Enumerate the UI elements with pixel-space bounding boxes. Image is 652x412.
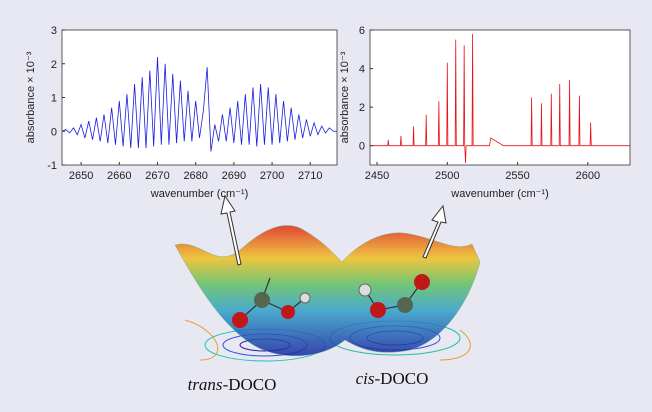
x-tick-label: 2450 bbox=[365, 170, 389, 182]
trans-label: trans-DOCO bbox=[188, 375, 277, 394]
label-italic: trans bbox=[188, 375, 223, 394]
y-tick-label: 0 bbox=[359, 141, 365, 153]
x-tick-label: 2710 bbox=[298, 170, 322, 182]
x-axis-label: wavenumber (cm⁻¹) bbox=[450, 188, 549, 200]
x-tick-label: 2680 bbox=[183, 170, 207, 182]
spectrum-line bbox=[370, 33, 630, 164]
x-tick-label: 2550 bbox=[505, 170, 529, 182]
label-rest: -DOCO bbox=[375, 369, 429, 388]
y-tick-label: 4 bbox=[359, 64, 365, 76]
y-tick-label: -1 bbox=[47, 160, 57, 172]
y-tick-label: 0 bbox=[51, 126, 57, 138]
label-rest: -DOCO bbox=[223, 375, 277, 394]
label-italic: cis bbox=[356, 369, 375, 388]
x-axis-label: wavenumber (cm⁻¹) bbox=[150, 188, 249, 200]
cis-label: cis-DOCO bbox=[356, 369, 429, 388]
y-tick-label: 3 bbox=[51, 25, 57, 37]
x-tick-label: 2670 bbox=[145, 170, 169, 182]
chart: 2450 2500 2550 2600 0 2 4 6 wavenumber (cm⁻¹) abs… bbox=[339, 25, 631, 200]
spectrum-line bbox=[61, 56, 337, 152]
x-tick-label: 2700 bbox=[260, 170, 284, 182]
plot-frame bbox=[369, 29, 631, 166]
potential-surface bbox=[174, 194, 481, 362]
y-tick-label: 2 bbox=[359, 102, 365, 114]
x-tick-label: 2650 bbox=[69, 170, 93, 182]
x-tick-label: 2690 bbox=[222, 170, 246, 182]
x-tick-label: 2500 bbox=[435, 170, 459, 182]
y-axis-label: absorbance × 10⁻³ bbox=[25, 51, 37, 143]
x-tick-label: 2600 bbox=[576, 170, 600, 182]
y-tick-label: 6 bbox=[359, 25, 365, 37]
chart: 2650 2660 2670 2680 2690 2700 2710 -1 0 1 2 3 wavenu… bbox=[25, 25, 338, 200]
y-axis-label: absorbance × 10⁻³ bbox=[339, 51, 351, 143]
x-tick-label: 2660 bbox=[107, 170, 131, 182]
y-tick-label: 2 bbox=[51, 59, 57, 71]
y-tick-label: 1 bbox=[51, 93, 57, 105]
plot-area bbox=[62, 30, 337, 165]
